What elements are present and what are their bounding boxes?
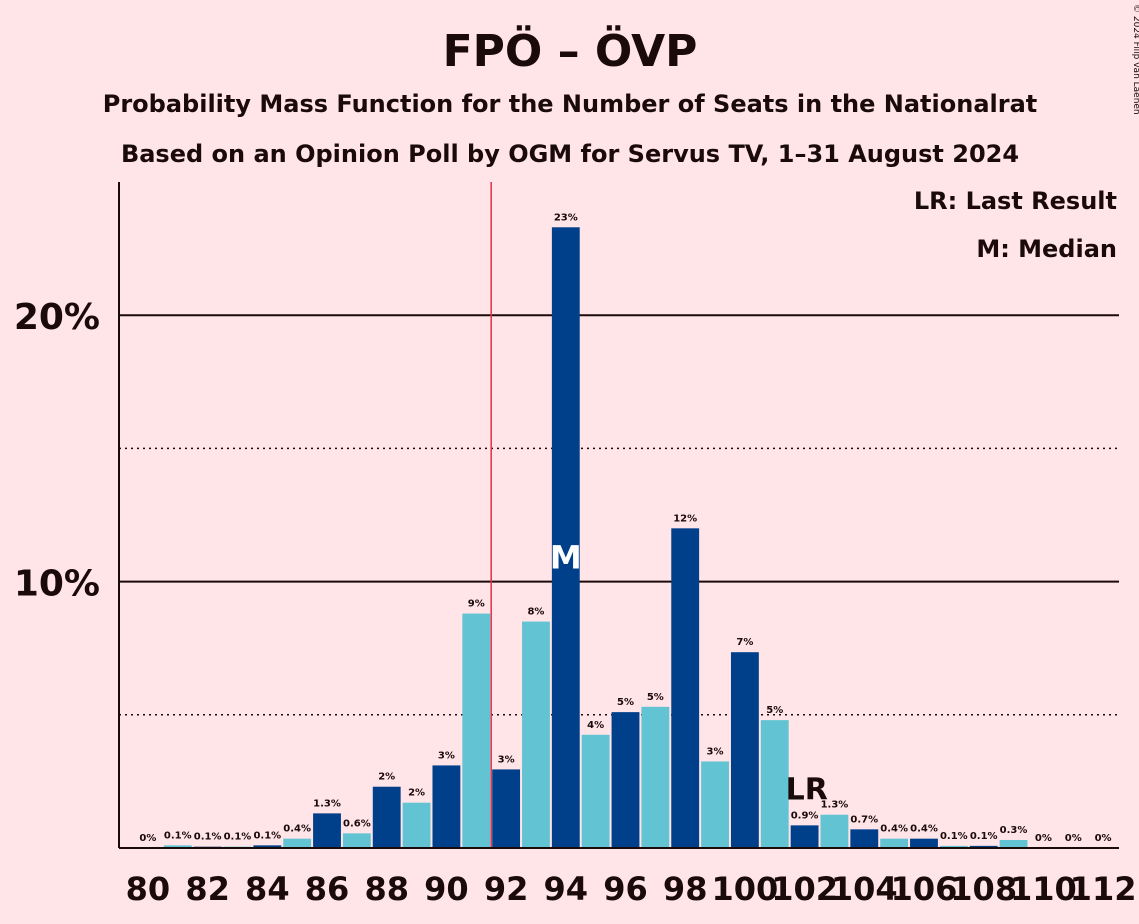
x-tick-80: 80 [126,870,171,908]
x-tick-88: 88 [364,870,409,908]
last-result-marker: LR [786,772,828,807]
data-label-90: 3% [438,750,455,761]
bar-series [163,227,1028,849]
x-tick-92: 92 [484,870,529,908]
data-label-83: 0.1% [224,832,252,843]
data-label-88: 2% [378,772,395,783]
x-tick-110: 110 [1010,870,1077,908]
markers: M LR [550,538,828,807]
x-tick-102: 102 [771,870,838,908]
copyright-note: © 2024 Filip van Laenen [1131,4,1139,115]
x-tick-112: 112 [1070,870,1137,908]
data-label-105: 0.4% [880,824,908,835]
bar-88 [372,786,401,848]
bar-107 [939,845,968,848]
chart-subtitle-1: Probability Mass Function for the Number… [103,90,1038,118]
data-label-101: 5% [766,705,783,716]
data-label-107: 0.1% [940,831,968,842]
bar-91 [462,613,491,848]
data-label-87: 0.6% [343,818,371,829]
bar-102 [790,825,819,848]
x-tick-84: 84 [245,870,290,908]
y-tick-20: 20% [14,297,100,338]
data-label-86: 1.3% [313,798,341,809]
median-marker: M [550,538,582,576]
bar-105 [880,838,909,848]
x-tick-86: 86 [305,870,350,908]
bar-99 [701,761,729,848]
data-label-112: 0% [1095,833,1112,844]
x-tick-90: 90 [424,870,469,908]
bar-89 [402,802,431,848]
data-label-97: 5% [647,692,664,703]
data-label-98: 12% [673,513,697,524]
data-label-111: 0% [1065,833,1082,844]
bar-81 [163,845,192,848]
bar-95 [581,734,610,848]
data-label-108: 0.1% [970,831,998,842]
data-label-91: 9% [468,599,485,610]
data-label-81: 0.1% [164,830,192,841]
data-label-95: 4% [587,720,604,731]
bar-84 [253,845,282,848]
data-label-80: 0% [139,833,156,844]
data-label-106: 0.4% [910,824,938,835]
x-tick-94: 94 [544,870,589,908]
x-tick-100: 100 [711,870,778,908]
data-label-99: 3% [707,746,724,757]
x-tick-82: 82 [185,870,230,908]
data-label-84: 0.1% [253,830,281,841]
bar-93 [522,621,550,848]
data-label-85: 0.4% [283,824,311,835]
legend-last-result: LR: Last Result [914,187,1117,215]
data-label-109: 0.3% [1000,825,1028,836]
data-label-104: 0.7% [850,814,878,825]
data-label-103: 1.3% [821,800,849,811]
bar-100 [730,652,759,848]
bar-108 [969,845,998,848]
x-tick-104: 104 [831,870,898,908]
bar-104 [850,829,879,848]
bar-85 [283,838,312,848]
data-label-82: 0.1% [194,832,222,843]
x-tick-106: 106 [891,870,958,908]
bar-87 [342,833,371,848]
x-tick-98: 98 [663,870,708,908]
bar-90 [432,765,461,848]
chart-title: FPÖ – ÖVP [443,24,698,77]
data-label-102: 0.9% [791,810,819,821]
bar-97 [641,706,670,848]
data-label-100: 7% [736,637,753,648]
data-labels: 0% 0.1% 0.1% 0.1% 0.1%0.4%1.3%0.6%2%2%3%9%3%… [139,212,1111,844]
data-label-94: 23% [554,212,578,223]
bar-106 [910,838,938,848]
legend-median: M: Median [976,235,1117,263]
data-label-89: 2% [408,788,425,799]
data-label-96: 5% [617,697,634,708]
x-tick-96: 96 [603,870,648,908]
bar-98 [671,528,700,848]
x-tick-labels: 80 82 84 86 88 90 92 94 96 98 10010210410610811011… [126,870,1137,908]
data-label-92: 3% [498,754,515,765]
data-label-110: 0% [1035,833,1052,844]
bar-86 [313,813,341,848]
bar-109 [999,840,1028,848]
bar-92 [492,769,521,848]
data-label-93: 8% [527,607,544,618]
bar-96 [611,712,640,848]
y-tick-10: 10% [14,564,100,605]
bar-94 [551,227,580,849]
bar-103 [820,814,849,848]
bar-101 [760,720,789,848]
x-tick-108: 108 [950,870,1017,908]
y-tick-labels: 10% 20% [14,297,100,604]
chart-subtitle-2: Based on an Opinion Poll by OGM for Serv… [121,140,1019,168]
